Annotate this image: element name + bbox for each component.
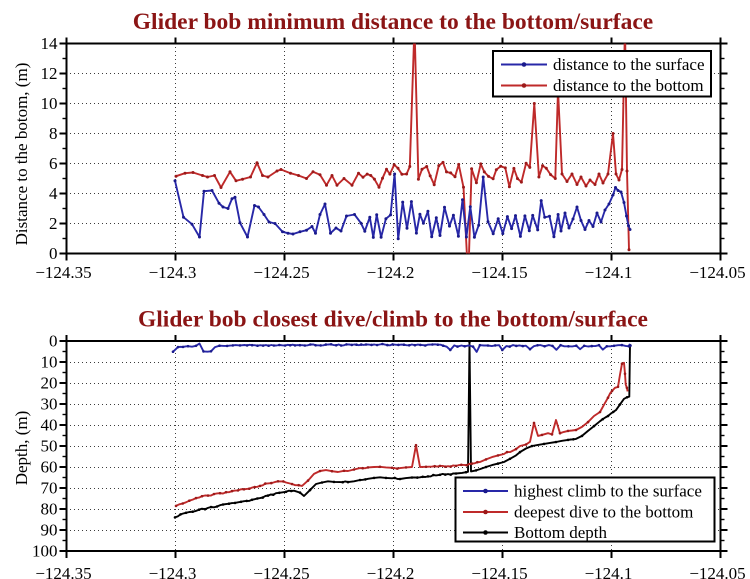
svg-text:Distance to the botom, (m): Distance to the botom, (m) <box>12 63 31 246</box>
svg-text:−124.1: −124.1 <box>585 263 633 282</box>
svg-text:distance to the surface: distance to the surface <box>553 55 705 74</box>
svg-text:10: 10 <box>41 353 58 372</box>
svg-text:−124.05: −124.05 <box>689 564 745 579</box>
svg-text:−124.35: −124.35 <box>35 564 91 579</box>
svg-text:50: 50 <box>41 437 58 456</box>
svg-text:60: 60 <box>41 458 58 477</box>
svg-text:−124.15: −124.15 <box>471 564 527 579</box>
svg-text:6: 6 <box>49 154 58 173</box>
svg-text:40: 40 <box>41 416 58 435</box>
svg-text:−124.35: −124.35 <box>35 263 91 282</box>
svg-text:Glider bob closest dive/climb: Glider bob closest dive/climb to the bot… <box>138 307 648 333</box>
svg-text:−124.1: −124.1 <box>585 564 633 579</box>
svg-text:100: 100 <box>32 542 58 561</box>
svg-text:12: 12 <box>41 64 58 83</box>
svg-text:−124.15: −124.15 <box>471 263 527 282</box>
svg-text:0: 0 <box>49 332 58 351</box>
svg-text:20: 20 <box>41 374 58 393</box>
svg-text:−124.2: −124.2 <box>367 263 415 282</box>
svg-text:4: 4 <box>49 184 58 203</box>
svg-text:highest climb to the surface: highest climb to the surface <box>514 482 702 501</box>
svg-text:80: 80 <box>41 500 58 519</box>
svg-text:Depth, (m): Depth, (m) <box>12 411 31 486</box>
svg-text:30: 30 <box>41 395 58 414</box>
svg-text:14: 14 <box>41 34 59 53</box>
svg-text:Bottom depth: Bottom depth <box>514 523 608 542</box>
svg-text:10: 10 <box>41 94 58 113</box>
svg-text:distance to the bottom: distance to the bottom <box>553 76 704 95</box>
svg-text:−124.2: −124.2 <box>367 564 415 579</box>
svg-text:0: 0 <box>49 244 58 263</box>
svg-text:−124.25: −124.25 <box>253 564 309 579</box>
svg-text:−124.3: −124.3 <box>149 263 197 282</box>
svg-text:−124.25: −124.25 <box>253 263 309 282</box>
svg-text:−124.3: −124.3 <box>149 564 197 579</box>
svg-text:90: 90 <box>41 521 58 540</box>
svg-text:−124.05: −124.05 <box>689 263 745 282</box>
svg-text:8: 8 <box>49 124 58 143</box>
svg-text:2: 2 <box>49 214 58 233</box>
svg-text:Glider bob minimum distance to: Glider bob minimum distance to the botto… <box>133 9 653 35</box>
svg-text:deepest dive to the bottom: deepest dive to the bottom <box>514 503 693 522</box>
svg-text:70: 70 <box>41 479 58 498</box>
